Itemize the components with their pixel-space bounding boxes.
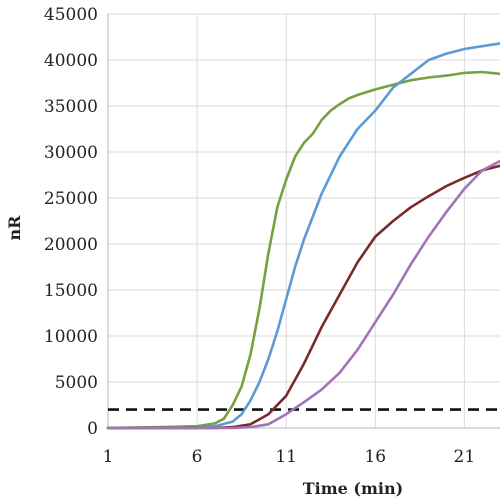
x-axis-title: Time (min): [303, 479, 403, 498]
y-tick-label: 30000: [44, 143, 98, 163]
x-tick-label: 16: [364, 447, 386, 467]
series-line-3: [106, 164, 500, 430]
y-tick-label: 45000: [44, 5, 98, 25]
series-line-2: [106, 42, 500, 430]
y-tick-label: 5000: [55, 373, 98, 393]
y-tick-label: 20000: [44, 235, 98, 255]
y-tick-label: 35000: [44, 97, 98, 117]
y-tick-label: 40000: [44, 51, 98, 71]
y-tick-label: 15000: [44, 281, 98, 301]
gridlines: [108, 13, 500, 428]
x-tick-label: 11: [275, 447, 297, 467]
x-tick-label: 1: [103, 447, 114, 467]
tick-labels: 0 5000 10000 15000 20000 25000 30000 35000 40000…: [44, 5, 475, 467]
y-tick-label: 0: [87, 419, 98, 439]
y-tick-label: 25000: [44, 189, 98, 209]
y-tick-label: 10000: [44, 327, 98, 347]
x-tick-label: 6: [192, 447, 203, 467]
series-line-4: [106, 159, 500, 430]
x-tick-label: 21: [454, 447, 476, 467]
y-axis-title: nR: [5, 215, 24, 241]
series-line-1: [106, 70, 500, 430]
series-group: [106, 42, 500, 430]
